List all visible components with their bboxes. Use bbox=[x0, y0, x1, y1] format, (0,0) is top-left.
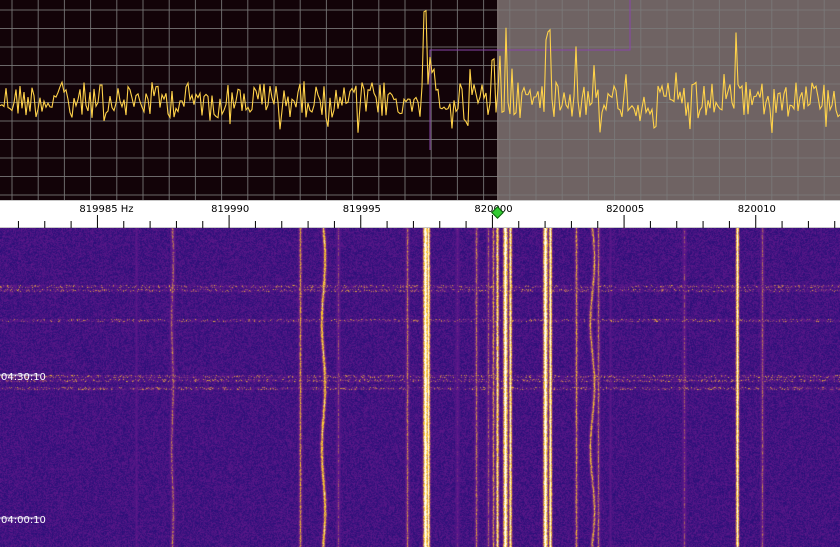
ruler-label: 820010 bbox=[737, 204, 776, 215]
filter-outline bbox=[429, 0, 631, 150]
spectrum-trace bbox=[0, 9, 840, 133]
ruler-label: 819990 bbox=[211, 204, 250, 215]
ruler-label: 819995 bbox=[342, 204, 381, 215]
waterfall-display[interactable]: 04:30:10 04:00:10 bbox=[0, 228, 840, 547]
passband-region bbox=[497, 0, 840, 200]
time-label-2: 04:00:10 bbox=[1, 515, 46, 526]
frequency-ruler[interactable]: 819985 Hz819990819995820000820005820010 bbox=[0, 200, 840, 228]
ruler-ticks bbox=[17, 215, 836, 228]
ruler-label: 819985 Hz bbox=[79, 204, 134, 215]
spectrum-plot[interactable] bbox=[0, 0, 840, 200]
time-label-1: 04:30:10 bbox=[1, 372, 46, 383]
waterfall-canvas bbox=[0, 228, 840, 547]
ruler-label: 820005 bbox=[606, 204, 645, 215]
